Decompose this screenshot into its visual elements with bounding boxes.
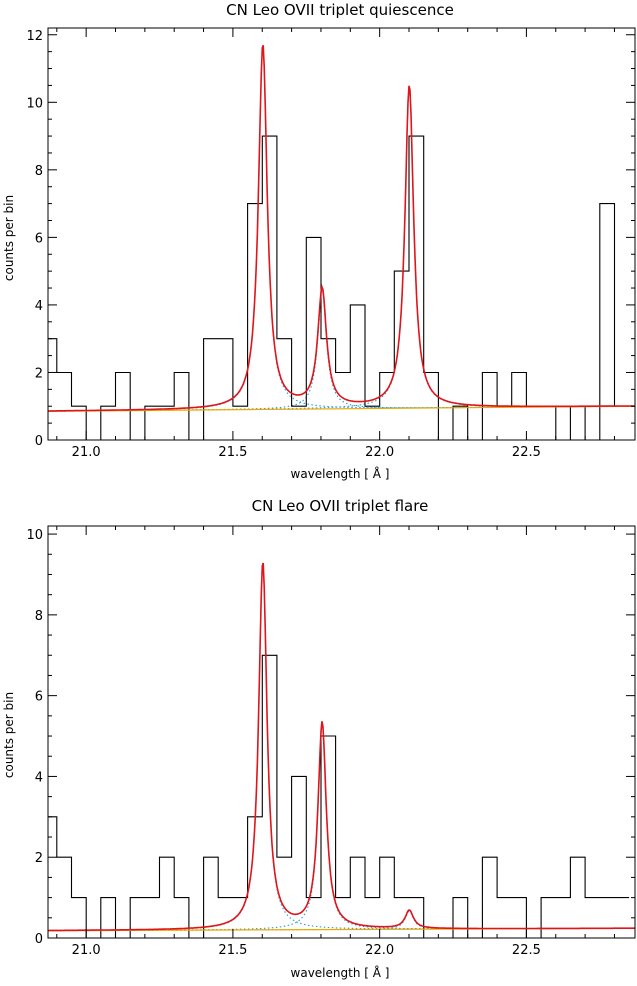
- component-line-3: [48, 86, 635, 412]
- y-tick-label: 0: [35, 932, 43, 947]
- x-tick-label: 22.5: [512, 445, 541, 460]
- x-tick-label: 21.0: [72, 445, 101, 460]
- quiescence-panel: CN Leo OVII triplet quiescence counts pe…: [2, 1, 636, 481]
- x-tick-label: 22.0: [365, 943, 394, 958]
- chart-title: CN Leo OVII triplet quiescence: [226, 1, 454, 19]
- model-line: [48, 562, 635, 932]
- plot-frame: [47, 525, 636, 939]
- y-tick-label: 10: [26, 528, 43, 543]
- y-tick-label: 8: [35, 609, 43, 624]
- y-tick-label: 10: [26, 96, 43, 111]
- y-tick-label: 12: [26, 29, 43, 44]
- x-tick-label: 22.5: [512, 943, 541, 958]
- x-tick-label: 21.5: [218, 943, 247, 958]
- x-axis-label: wavelength [ Å ]: [291, 466, 390, 481]
- y-axis-label: counts per bin: [2, 692, 16, 778]
- y-tick-label: 4: [35, 770, 43, 785]
- y-axis-label: counts per bin: [2, 195, 16, 281]
- plot-area: [48, 45, 635, 440]
- component-line-2: [48, 723, 635, 932]
- x-tick-label: 21.0: [72, 943, 101, 958]
- y-tick-label: 6: [35, 231, 43, 246]
- component-line-1: [48, 46, 635, 412]
- y-tick-label: 2: [35, 851, 43, 866]
- chart-title: CN Leo OVII triplet flare: [252, 497, 429, 515]
- flare-panel: CN Leo OVII triplet flare counts per bin…: [2, 497, 636, 980]
- plot-area: [48, 562, 635, 938]
- x-tick-label: 22.0: [365, 445, 394, 460]
- model-line: [48, 45, 635, 412]
- plot-frame: [47, 27, 636, 441]
- y-tick-label: 6: [35, 690, 43, 705]
- y-tick-label: 0: [35, 434, 43, 449]
- y-tick-label: 2: [35, 366, 43, 381]
- y-tick-label: 4: [35, 299, 43, 314]
- x-tick-label: 21.5: [218, 445, 247, 460]
- component-line-2: [48, 288, 635, 412]
- x-axis-label: wavelength [ Å ]: [291, 965, 390, 980]
- component-line-1: [48, 564, 635, 932]
- y-tick-label: 8: [35, 164, 43, 179]
- data-histogram: [48, 654, 630, 938]
- data-histogram: [48, 135, 630, 440]
